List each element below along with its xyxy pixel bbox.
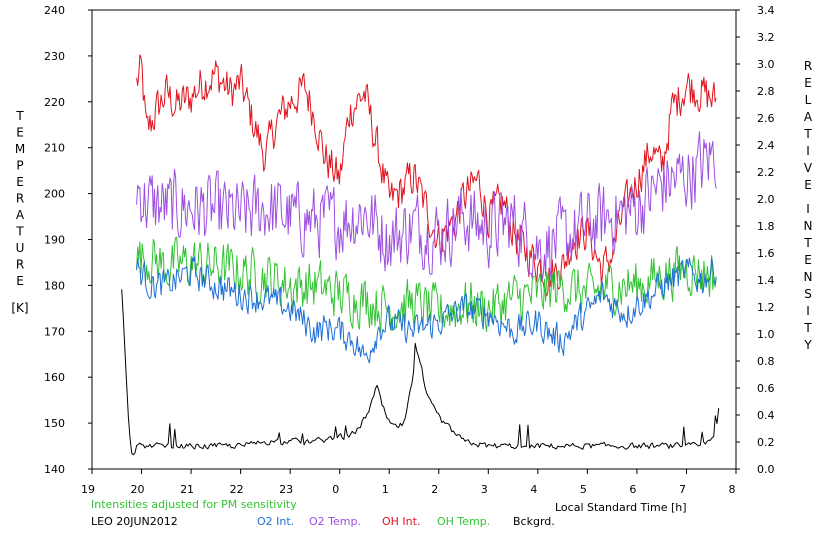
left-axis-ticks: 140 150 160 170 180 190 200 210 220 230 240 [44, 4, 92, 476]
right-title-letter: T [803, 127, 812, 141]
right-title-letter: A [804, 110, 813, 124]
right-axis-ticks: 0.0 0.2 0.4 0.6 0.8 1.0 1.2 1.4 1.6 1.8 2.0 2.2 2.4 2… [736, 4, 775, 476]
left-title-letter: R [16, 258, 24, 272]
left-tick-label: 200 [44, 188, 65, 201]
right-tick-label: 1.0 [757, 328, 775, 341]
right-tick-label: 2.4 [757, 139, 775, 152]
x-axis-ticks: 19 20 21 22 23 0 1 2 3 4 5 6 7 8 [81, 469, 737, 496]
x-tick-label: 6 [629, 483, 636, 496]
left-title-letter: E [16, 175, 24, 189]
right-title-letter: S [804, 287, 812, 301]
right-tick-label: 3.0 [757, 58, 775, 71]
x-tick-label: 1 [382, 483, 389, 496]
x-axis-label: Local Standard Time [h] [555, 501, 687, 514]
legend-item-bckgrd: Bckgrd. [513, 515, 555, 528]
series-line-o2_int [136, 256, 717, 364]
series-line-oh_int [136, 54, 717, 297]
right-tick-label: 0.2 [757, 436, 775, 449]
right-tick-label: 1.2 [757, 301, 775, 314]
right-tick-label: 1.8 [757, 220, 775, 233]
right-tick-label: 1.6 [757, 247, 775, 260]
right-title-letter: E [804, 253, 812, 267]
legend-item-o2_int: O2 Int. [257, 515, 294, 528]
right-tick-label: 3.4 [757, 4, 775, 17]
series-line-o2_temp [136, 131, 717, 283]
x-tick-label: 19 [81, 483, 95, 496]
left-tick-label: 180 [44, 279, 65, 292]
legend-item-o2_temp: O2 Temp. [309, 515, 361, 528]
right-title-letter: N [804, 219, 813, 233]
left-tick-label: 170 [44, 325, 65, 338]
right-title-letter: I [806, 304, 810, 318]
x-tick-label: 8 [729, 483, 736, 496]
left-tick-label: 230 [44, 50, 65, 63]
right-tick-label: 0.6 [757, 382, 775, 395]
x-tick-label: 7 [679, 483, 686, 496]
right-title-letter: T [803, 321, 812, 335]
x-tick-label: 20 [131, 483, 145, 496]
right-title-letter: N [804, 270, 813, 284]
x-tick-label: 5 [580, 483, 587, 496]
right-title-letter: R [804, 59, 812, 73]
right-title-letter: T [803, 236, 812, 250]
right-title-letter: E [804, 178, 812, 192]
right-title-letter: I [806, 144, 810, 158]
series-line-bckgrd [121, 289, 720, 456]
left-title-letter: E [16, 126, 24, 140]
left-tick-label: 140 [44, 463, 65, 476]
x-tick-label: 0 [332, 483, 339, 496]
left-tick-label: 190 [44, 234, 65, 247]
x-tick-label: 3 [481, 483, 488, 496]
right-tick-label: 2.2 [757, 166, 775, 179]
left-tick-label: 220 [44, 96, 65, 109]
series-layer [121, 54, 720, 456]
right-title-letter: Y [803, 338, 812, 352]
legend-item-oh_int: OH Int. [382, 515, 420, 528]
right-tick-label: 3.2 [757, 31, 775, 44]
station-label: LEO 20JUN2012 [91, 515, 178, 528]
left-tick-label: 160 [44, 371, 65, 384]
right-tick-label: 2.6 [757, 112, 775, 125]
right-tick-label: 2.8 [757, 85, 775, 98]
right-title-letter: E [804, 76, 812, 90]
right-tick-label: 0.8 [757, 355, 775, 368]
x-tick-label: 2 [431, 483, 438, 496]
left-title-letter: A [16, 208, 25, 222]
series-line-oh_temp [136, 236, 717, 333]
legend-item-oh_temp: OH Temp. [437, 515, 490, 528]
x-tick-label: 23 [279, 483, 293, 496]
right-title-letter: L [805, 93, 812, 107]
x-tick-label: 21 [180, 483, 194, 496]
right-tick-label: 1.4 [757, 274, 775, 287]
left-title-letter: P [16, 159, 23, 173]
x-tick-label: 4 [530, 483, 537, 496]
left-tick-label: 150 [44, 417, 65, 430]
left-tick-label: 210 [44, 142, 65, 155]
right-tick-label: 2.0 [757, 193, 775, 206]
left-tick-label: 240 [44, 4, 65, 17]
left-title-letter: E [16, 274, 24, 288]
left-title-letter: M [15, 142, 25, 156]
legend: O2 Int. O2 Temp. OH Int. OH Temp. Bckgrd. [257, 515, 555, 528]
left-title-letter: R [16, 192, 24, 206]
left-title-letter: T [15, 225, 24, 239]
right-tick-label: 0.0 [757, 463, 775, 476]
left-axis-unit: [K] [11, 301, 28, 315]
left-title-letter: T [15, 109, 24, 123]
right-tick-label: 0.4 [757, 409, 775, 422]
sensitivity-note: Intensities adjusted for PM sensitivity [91, 498, 297, 511]
right-title-letter: I [806, 202, 810, 216]
left-title-letter: U [16, 241, 25, 255]
right-title-letter: V [804, 161, 813, 175]
x-tick-label: 22 [230, 483, 244, 496]
